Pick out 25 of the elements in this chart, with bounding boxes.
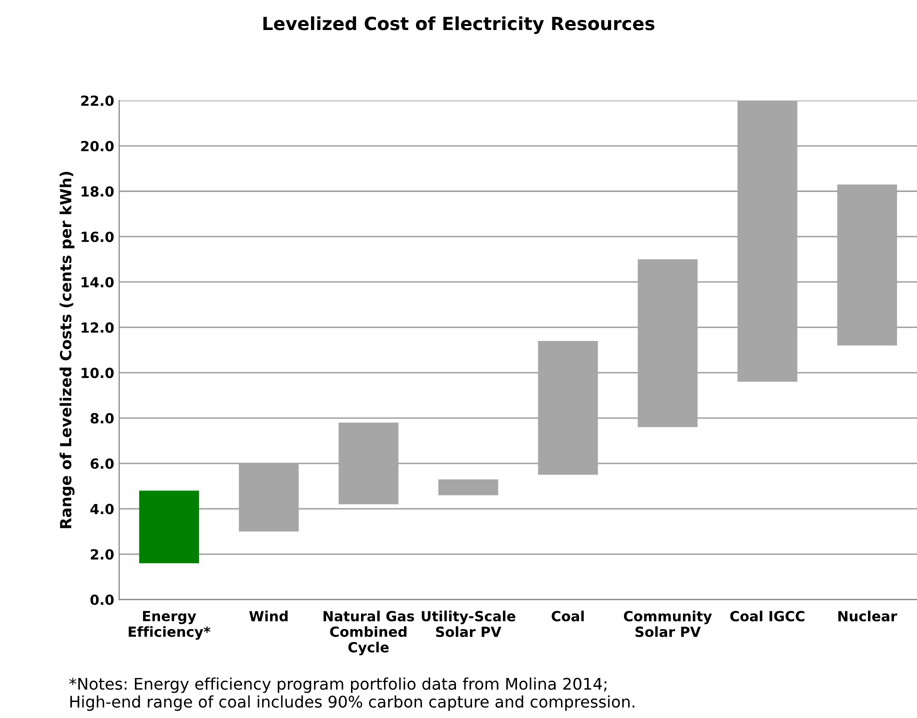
bar xyxy=(139,490,199,564)
bar xyxy=(438,479,498,496)
y-tick-label: 14.0 xyxy=(82,276,114,288)
y-tick-label: 10.0 xyxy=(82,368,114,378)
y-tick-label: 0.0 xyxy=(90,594,114,606)
y-tick-label: 16.0 xyxy=(82,232,114,242)
y-tick-label: 20.0 xyxy=(81,140,114,152)
y-tick-label: 2.0 xyxy=(90,549,114,560)
x-tick-label: Coal IGCC xyxy=(730,610,804,622)
x-tick-label: Nuclear xyxy=(838,610,898,622)
x-tick-label: Wind xyxy=(249,610,288,622)
text: *Notes: Energy efficiency program portfolio data from Molina 2014; High-end range of coal includes 90% carbon capture and compression. xyxy=(69,677,634,711)
y-tick-label: 6.0 xyxy=(90,458,114,469)
x-tick-label: Utility-Scale Solar PV xyxy=(422,610,516,638)
y-tick-label: 18.0 xyxy=(82,186,114,197)
x-tick-label: Energy Efficiency* xyxy=(128,610,210,640)
y-tick-label: 4.0 xyxy=(90,504,114,514)
y-axis-title: Range of Levelized Costs (cents per kWh) xyxy=(60,172,75,528)
y-tick-label: 22.0 xyxy=(81,95,114,106)
y-tick-label: 8.0 xyxy=(90,413,114,424)
y-tick-label: 12.0 xyxy=(82,322,114,333)
x-tick-label: Coal xyxy=(552,610,584,622)
x-tick-label: Natural Gas Combined Cycle xyxy=(324,610,414,656)
x-tick-label: Community Solar PV xyxy=(624,610,712,638)
chart-title: Levelized Cost of Electricity Resources xyxy=(263,16,654,34)
